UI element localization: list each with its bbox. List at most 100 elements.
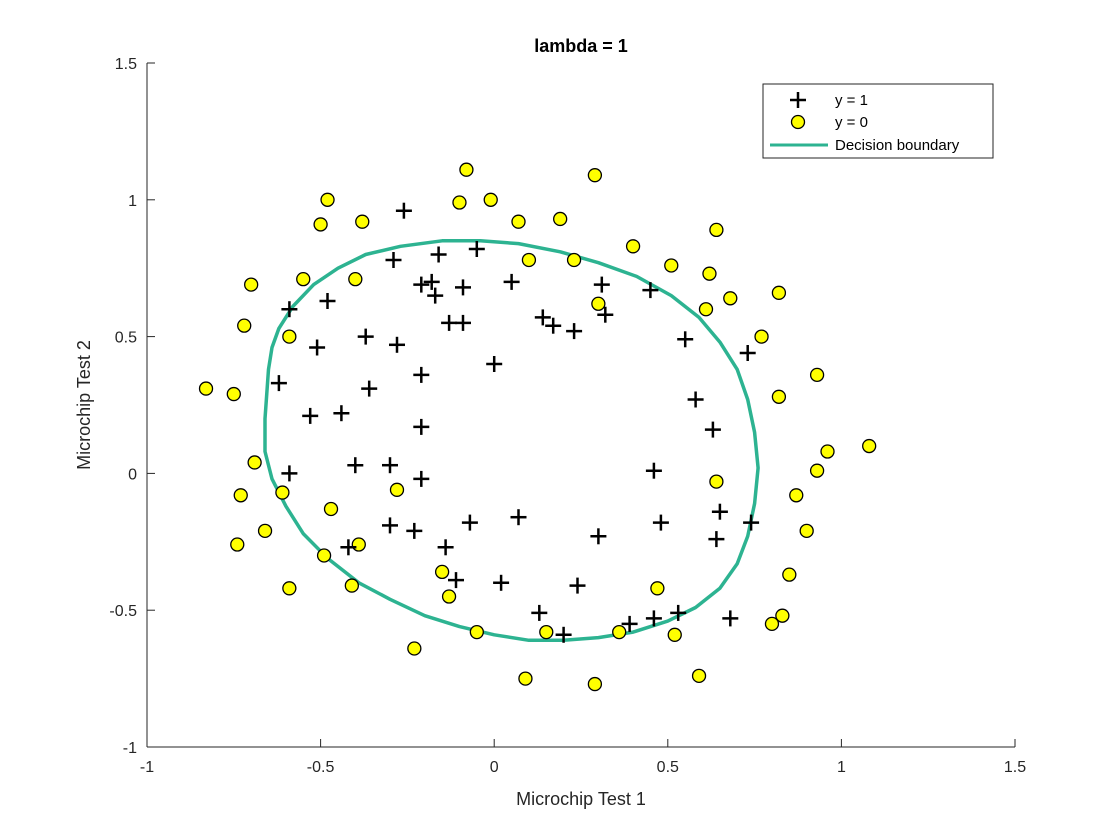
point-y1 <box>566 323 583 340</box>
point-y1 <box>597 306 614 323</box>
point-y0 <box>566 252 582 268</box>
point-y1 <box>309 339 326 356</box>
point-y0 <box>702 266 717 281</box>
point-y1 <box>270 375 287 392</box>
point-y0 <box>355 214 370 229</box>
point-y1 <box>510 509 527 526</box>
point-y0 <box>664 258 679 273</box>
x-axis-title: Microchip Test 1 <box>516 789 646 809</box>
point-y1 <box>704 421 721 438</box>
point-y0 <box>612 624 627 640</box>
point-y0 <box>296 271 311 287</box>
point-y1 <box>645 610 662 627</box>
point-y1 <box>427 287 444 304</box>
point-y1 <box>468 241 485 257</box>
point-y1 <box>413 276 430 293</box>
point-y0 <box>775 608 790 623</box>
legend: y = 1 y = 0 Decision boundary <box>762 83 994 159</box>
point-y0 <box>313 217 328 232</box>
point-y1 <box>642 282 659 299</box>
point-y0 <box>226 386 241 402</box>
point-y1 <box>503 273 520 290</box>
point-y1 <box>385 252 402 268</box>
point-y1 <box>739 345 756 361</box>
point-y0 <box>351 537 366 552</box>
point-y0 <box>521 252 537 268</box>
point-y1 <box>531 604 548 621</box>
point-y0 <box>316 548 332 563</box>
point-y0 <box>650 581 665 596</box>
ticks: -1 -0.5 0 0.5 1 1.5 -1 -0.5 0 0.5 1 1.5 <box>109 56 1026 776</box>
x-tick-label: 1.5 <box>1004 759 1026 776</box>
point-y1 <box>448 572 464 589</box>
points-layer <box>198 162 877 692</box>
legend-circle-marker <box>790 114 806 130</box>
y-tick-label: 1 <box>128 193 137 210</box>
point-y0 <box>344 578 359 593</box>
point-y0 <box>691 668 707 684</box>
point-y1 <box>621 615 638 632</box>
point-y0 <box>723 291 738 306</box>
legend-label-boundary: Decision boundary <box>835 137 960 154</box>
point-y0 <box>539 624 554 640</box>
point-y0 <box>771 389 787 404</box>
point-y0 <box>389 482 405 497</box>
point-y1 <box>382 517 398 534</box>
point-y1 <box>423 273 440 290</box>
point-y1 <box>361 380 378 397</box>
point-y1 <box>430 246 447 263</box>
point-y0 <box>709 474 724 489</box>
point-y0 <box>407 641 422 656</box>
point-y0 <box>591 296 606 311</box>
point-y0 <box>230 537 245 552</box>
point-y1 <box>534 309 551 326</box>
point-y0 <box>820 444 835 459</box>
point-y1 <box>677 331 694 348</box>
point-y0 <box>320 192 335 207</box>
point-y0 <box>667 627 682 642</box>
point-y1 <box>708 531 725 548</box>
point-y1 <box>743 514 760 531</box>
point-y1 <box>461 514 478 531</box>
x-tick-label: 0 <box>490 759 499 776</box>
point-y1 <box>413 470 430 487</box>
point-y0 <box>434 564 450 580</box>
point-y0 <box>247 455 262 470</box>
point-y1 <box>455 279 471 296</box>
point-y1 <box>687 391 704 408</box>
y-tick-label: -1 <box>123 740 137 757</box>
point-y0 <box>452 195 467 210</box>
point-y1 <box>590 528 607 545</box>
point-y1 <box>555 626 572 643</box>
point-y1 <box>406 522 423 539</box>
point-y0 <box>511 214 526 229</box>
point-y0 <box>587 676 603 692</box>
point-y0 <box>244 277 259 292</box>
y-tick-label: 1.5 <box>115 56 137 73</box>
point-y0 <box>483 192 498 207</box>
x-tick-label: 0.5 <box>657 759 679 776</box>
point-y0 <box>459 162 474 177</box>
point-y1 <box>593 276 610 293</box>
legend-label-y1: y = 1 <box>835 92 868 109</box>
decision-boundary-layer <box>263 239 760 643</box>
legend-label-y0: y = 0 <box>835 114 868 131</box>
point-y1 <box>413 418 430 435</box>
point-y1 <box>545 317 562 334</box>
point-y1 <box>340 539 357 556</box>
point-y0 <box>469 624 484 640</box>
point-y0 <box>709 222 724 238</box>
point-y0 <box>282 581 297 596</box>
y-tick-label: 0.5 <box>115 330 137 347</box>
point-y1 <box>652 514 669 531</box>
point-y1 <box>645 462 662 479</box>
point-y1 <box>493 574 510 591</box>
point-y0 <box>323 501 339 517</box>
point-y0 <box>282 329 297 344</box>
point-y0 <box>782 567 797 582</box>
point-y0 <box>237 318 252 333</box>
point-y1 <box>711 503 728 520</box>
point-y1 <box>395 202 412 219</box>
point-y0 <box>553 211 568 227</box>
